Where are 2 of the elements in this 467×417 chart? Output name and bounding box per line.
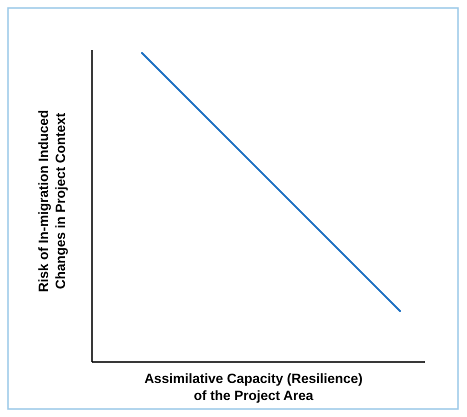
y-axis-title: Risk of In-migration Induced Changes in Project Context xyxy=(36,110,68,292)
x-axis-title: Assimilative Capacity (Resilience) of the Project Area xyxy=(144,371,363,403)
